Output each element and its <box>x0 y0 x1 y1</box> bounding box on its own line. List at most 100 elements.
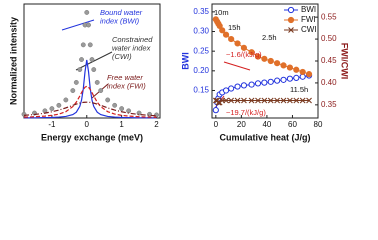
data-point <box>77 67 83 72</box>
data-point <box>112 102 118 108</box>
marker <box>215 99 222 106</box>
marker <box>288 27 294 33</box>
annotation: index (BWI) <box>100 16 140 25</box>
body: -1 0 1 2 Energy exchange (meV) Normalized int… <box>8 3 350 143</box>
legend-label: BWI <box>301 5 316 14</box>
figure: -1 0 1 2 Energy exchange (meV) Normalized int… <box>8 3 350 142</box>
marker <box>267 97 274 104</box>
arrow <box>75 51 113 71</box>
marker <box>223 97 229 104</box>
marker <box>287 97 293 104</box>
x-tick-label: 1 <box>119 120 124 129</box>
annotation: 15h <box>228 23 241 32</box>
data-point <box>119 106 125 112</box>
marker <box>280 62 287 69</box>
data-point <box>98 88 104 93</box>
y2-tick-label: 0.45 <box>321 56 337 65</box>
y2-tick-label: 0.40 <box>321 78 337 87</box>
data-point <box>136 110 142 116</box>
data-point <box>73 80 79 85</box>
annotation: index (FWI) <box>107 81 146 90</box>
marker <box>228 35 235 43</box>
annotation: ~19.7/(kJ/g) <box>226 108 266 117</box>
marker <box>255 97 261 104</box>
annotation: Free water <box>107 73 143 82</box>
marker <box>240 44 248 51</box>
data-point <box>126 108 132 114</box>
data-point <box>56 102 62 108</box>
y-tick-label: 0.25 <box>193 46 209 55</box>
annotation: water index <box>112 43 151 52</box>
marker <box>261 97 268 104</box>
x-tick-label: 20 <box>237 120 246 129</box>
slope-line <box>223 61 251 71</box>
marker <box>248 97 255 104</box>
marker <box>261 55 268 62</box>
y-axis-label: Normalized intensity <box>8 17 18 105</box>
y2-tick-label: 0.35 <box>321 100 337 109</box>
data-point <box>154 112 159 118</box>
marker <box>254 53 262 60</box>
marker <box>305 71 313 78</box>
marker <box>241 97 247 104</box>
marker <box>219 27 226 34</box>
marker <box>248 81 255 88</box>
marker <box>254 80 262 87</box>
marker <box>286 75 294 82</box>
marker <box>299 97 306 104</box>
data-point <box>80 42 86 48</box>
marker <box>293 66 300 73</box>
x-tick-label: 60 <box>288 120 297 129</box>
marker <box>228 85 235 92</box>
y2-axis-label: FWI/CWI <box>340 43 350 80</box>
data-point <box>87 42 93 48</box>
marker <box>287 16 295 24</box>
annotation: (CWI) <box>112 52 132 61</box>
marker <box>228 97 235 104</box>
x-tick-label: 80 <box>314 120 323 129</box>
data-point <box>105 97 111 103</box>
marker <box>216 22 223 30</box>
y-tick-label: 0.35 <box>193 7 209 16</box>
annotation: 2.5h <box>262 33 277 42</box>
marker <box>234 83 241 90</box>
annotation: 11.5h <box>290 85 308 94</box>
y-tick-label: 0.15 <box>193 86 209 95</box>
y-axis-label: BWI <box>180 52 190 70</box>
x-tick-label: 0 <box>85 120 90 129</box>
marker <box>280 97 287 104</box>
marker <box>240 82 248 89</box>
marker <box>248 49 255 56</box>
x-axis-label: Energy exchange (meV) <box>41 132 143 142</box>
marker <box>299 68 306 76</box>
annotation: Constrained <box>112 35 153 44</box>
data-point <box>49 106 55 112</box>
data-point <box>86 22 91 28</box>
y2-tick-label: 0.50 <box>321 34 337 43</box>
data-point <box>79 57 84 62</box>
annotation: 10m <box>214 8 229 17</box>
x-axis-label: Cumulative heat (J/g) <box>219 132 310 142</box>
arrow <box>61 19 95 31</box>
y2-tick-label: 0.55 <box>321 12 337 21</box>
annotation: ~1.6/(kJ/g) <box>226 50 262 59</box>
x-tick-label: 2 <box>154 120 159 129</box>
plot-frame <box>23 3 161 119</box>
marker <box>212 107 219 114</box>
marker <box>234 97 241 104</box>
marker <box>222 87 230 94</box>
marker <box>234 40 241 47</box>
y-tick-label: 0.20 <box>193 66 209 75</box>
data-point <box>91 67 97 72</box>
series-line <box>23 85 157 118</box>
marker <box>293 97 300 104</box>
marker <box>274 77 281 84</box>
data-point <box>94 80 100 85</box>
data-point <box>70 88 76 93</box>
data-point <box>84 10 90 15</box>
x-tick-label: 0 <box>214 120 219 129</box>
data-point <box>89 57 95 62</box>
marker <box>280 76 287 83</box>
data-point <box>63 97 69 103</box>
marker <box>293 74 300 82</box>
